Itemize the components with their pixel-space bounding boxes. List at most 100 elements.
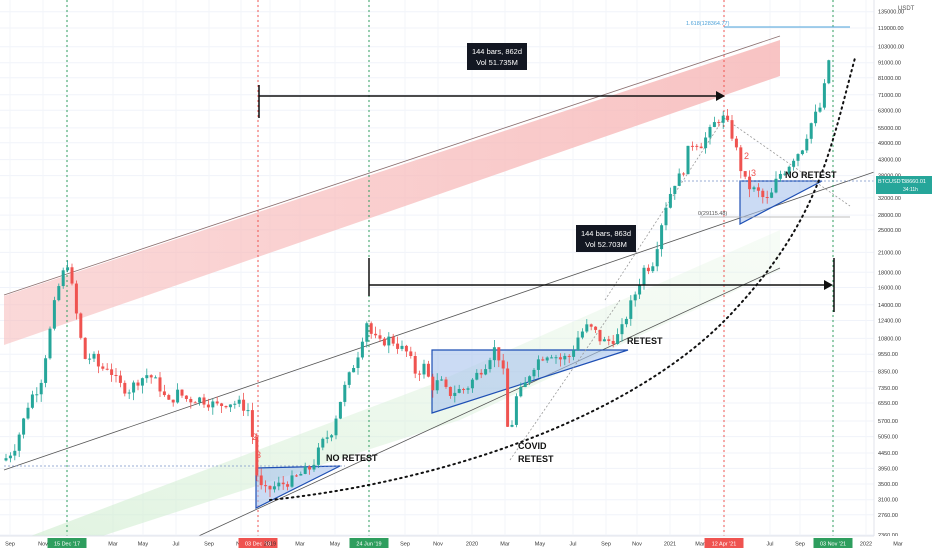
- candle-body: [132, 382, 136, 393]
- x-tick-label: Mar: [695, 542, 705, 548]
- candle-body: [198, 397, 202, 403]
- candle-body: [528, 376, 532, 383]
- price-tag-symbol: BTCUSDT: [878, 179, 905, 185]
- annotation-no-retest-2: NO RETEST: [785, 170, 837, 180]
- x-tick-label: Mar: [295, 542, 305, 548]
- candle-body: [290, 475, 294, 487]
- candle-body: [545, 357, 549, 361]
- candle-body: [734, 138, 738, 148]
- x-tick-label: 24 Jun '19: [356, 542, 381, 548]
- candle-body: [699, 146, 703, 149]
- candle-body: [646, 267, 650, 272]
- y-tick-label: 5050.00: [878, 435, 898, 441]
- candle-body: [391, 336, 395, 344]
- x-tick-label: 2020: [466, 542, 478, 548]
- y-tick-label: 55000.00: [878, 126, 901, 132]
- candle-body: [83, 337, 87, 359]
- candle-body: [352, 367, 356, 373]
- candle-body: [431, 376, 435, 391]
- candle-body: [519, 387, 523, 397]
- candle-body: [378, 335, 382, 339]
- annotation-retest-covid: RETEST: [518, 454, 554, 464]
- candle-body: [369, 323, 373, 334]
- x-tick-label: May: [138, 542, 149, 548]
- candle-body: [409, 351, 413, 356]
- parabolic-curve: [269, 57, 856, 501]
- candle-body: [66, 267, 70, 271]
- candle-body: [704, 137, 708, 149]
- candle-body: [154, 377, 158, 379]
- candle-body: [330, 435, 334, 438]
- candle-body: [162, 391, 166, 396]
- candle-body: [792, 160, 796, 167]
- candle-body: [215, 401, 219, 404]
- y-tick-label: 103000.00: [878, 45, 904, 51]
- candle-body: [616, 334, 620, 344]
- candle-body: [96, 353, 100, 367]
- y-tick-label: 25000.00: [878, 228, 901, 234]
- candle-body: [796, 154, 800, 161]
- currency-label: USDT: [898, 6, 915, 12]
- candle-body: [396, 343, 400, 349]
- candle-body: [726, 115, 730, 121]
- candle-body: [682, 173, 686, 175]
- candle-body: [567, 355, 571, 357]
- candle-body: [572, 350, 576, 357]
- candle-body: [140, 378, 144, 386]
- candle-body: [660, 225, 664, 250]
- candle-body: [418, 373, 422, 375]
- x-tick-label: 2022: [860, 542, 872, 548]
- candle-body: [110, 369, 114, 375]
- y-tick-label: 7350.00: [878, 386, 898, 392]
- candle-body: [514, 396, 518, 425]
- candle-body: [620, 324, 624, 335]
- candle-body: [558, 357, 562, 360]
- candle-body: [435, 380, 439, 391]
- y-tick-label: 63000.00: [878, 108, 901, 114]
- candle-body: [26, 407, 30, 419]
- triangle-2018: [255, 465, 341, 509]
- candle-body: [264, 485, 268, 487]
- candle-body: [686, 145, 690, 175]
- candle-body: [246, 410, 250, 412]
- candle-body: [422, 363, 426, 375]
- candle-body: [4, 458, 8, 461]
- candle-body: [360, 341, 364, 358]
- candle-body: [74, 283, 78, 314]
- candle-body: [712, 122, 716, 127]
- x-tick-highlight: [238, 538, 278, 548]
- candle-body: [206, 404, 210, 408]
- candle-body: [22, 418, 26, 435]
- candle-body: [655, 249, 659, 267]
- candle-body: [334, 418, 338, 436]
- candle-body: [57, 286, 61, 301]
- candle-body: [325, 437, 329, 439]
- candle-body: [299, 473, 303, 476]
- candle-body: [374, 333, 378, 336]
- candle-body: [770, 192, 774, 198]
- y-tick-label: 119000.00: [878, 26, 904, 32]
- wave-label-3-2021: 3: [751, 168, 756, 178]
- candle-body: [479, 372, 483, 375]
- candle-body: [211, 401, 215, 408]
- measure-2-vol: Vol 52.703M: [585, 240, 627, 249]
- candle-body: [822, 83, 826, 108]
- candle-body: [492, 347, 496, 361]
- candle-body: [765, 197, 769, 199]
- y-tick-label: 21000.00: [878, 250, 901, 256]
- x-tick-label: Mar: [893, 542, 903, 548]
- measure-label-2: 144 bars, 863d Vol 52.703M: [576, 225, 636, 252]
- y-tick-label: 4450.00: [878, 451, 898, 457]
- candle-body: [523, 382, 527, 388]
- candle-body: [585, 324, 589, 332]
- price-tag: [876, 176, 932, 194]
- candle-body: [453, 392, 457, 396]
- candle-body: [338, 401, 342, 419]
- candle-body: [642, 267, 646, 285]
- candle-body: [611, 340, 615, 344]
- candle-body: [44, 358, 48, 383]
- x-tick-label: Nov: [433, 542, 443, 548]
- candle-body: [673, 185, 677, 194]
- candle-body: [787, 166, 791, 174]
